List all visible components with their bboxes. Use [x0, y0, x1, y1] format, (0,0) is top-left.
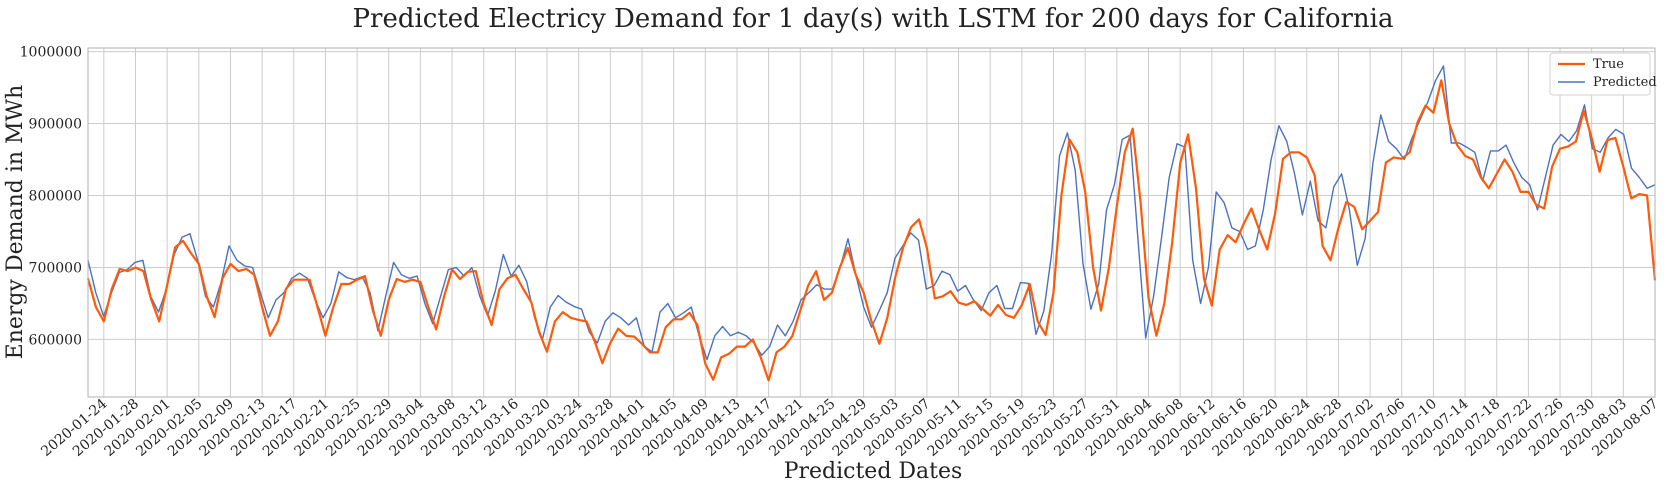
x-axis-ticks: 2020-01-242020-01-282020-02-012020-02-05…: [38, 396, 1661, 460]
series-layer: [86, 65, 1657, 382]
x-axis-label: Predicted Dates: [784, 459, 963, 484]
y-tick-label: 800000: [29, 189, 82, 205]
legend: True Predicted: [1549, 52, 1657, 96]
legend-label-true: True: [1593, 57, 1624, 72]
y-tick-label: 600000: [29, 332, 82, 348]
legend-label-predicted: Predicted: [1593, 75, 1657, 90]
y-tick-label: 1000000: [20, 45, 82, 61]
y-axis-ticks: 600000 700000 800000 900000 1000000: [20, 45, 82, 349]
y-tick-label: 900000: [29, 117, 82, 133]
chart-title: Predicted Electricy Demand for 1 day(s) …: [353, 4, 1394, 34]
grid: [88, 48, 1656, 397]
plot-frame: [87, 47, 1656, 398]
y-axis-label: Energy Demand in MWh: [3, 85, 28, 360]
series-line-true: [86, 79, 1657, 382]
y-tick-label: 700000: [29, 260, 82, 276]
series-line-predicted: [87, 65, 1656, 361]
